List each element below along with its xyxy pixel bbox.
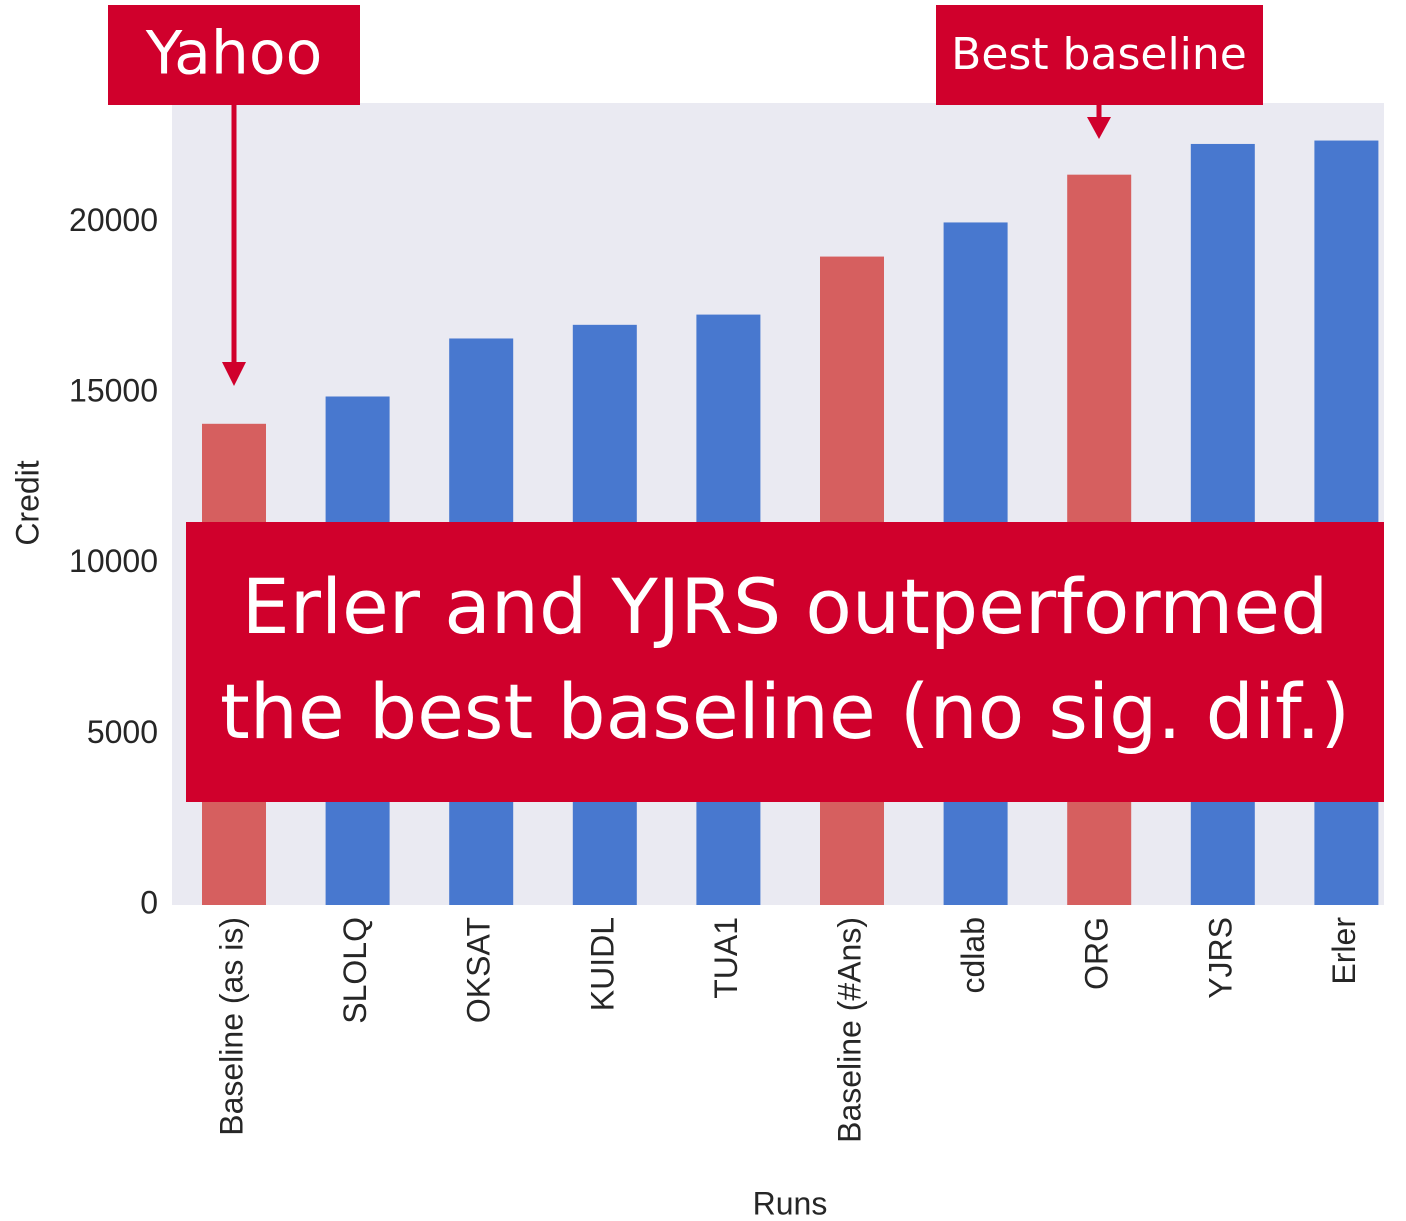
x-tick-label: SLOLQ	[337, 917, 373, 1024]
x-tick-label: TUA1	[708, 917, 744, 999]
annotation-text: Best baseline	[951, 29, 1247, 80]
x-tick-label: Baseline (as is)	[213, 917, 249, 1136]
annotation-box	[108, 5, 360, 105]
y-axis-label: Credit	[9, 460, 45, 545]
x-tick-label: KUIDL	[584, 917, 620, 1011]
callout: Erler and YJRS outperformed the best bas…	[186, 522, 1384, 802]
y-tick-label: 10000	[69, 543, 158, 579]
x-tick-label: ORG	[1079, 917, 1115, 990]
callout-text: the best baseline (no sig. dif.)	[220, 667, 1350, 756]
y-tick-label: 0	[140, 884, 158, 920]
x-axis-label: Runs	[753, 1185, 828, 1221]
x-tick-label: OKSAT	[461, 917, 497, 1023]
annotation-arrowhead	[222, 362, 246, 386]
y-tick-label: 15000	[69, 373, 158, 409]
annotation-box	[936, 5, 1263, 105]
callout-box	[186, 522, 1384, 802]
x-tick-label: Baseline (#Ans)	[831, 917, 867, 1143]
x-tick-label: cdlab	[955, 917, 991, 994]
y-tick-label: 20000	[69, 202, 158, 238]
y-tick-label: 5000	[87, 714, 158, 750]
annotation-text: Yahoo	[145, 19, 323, 89]
x-tick-label: YJRS	[1202, 917, 1238, 999]
callout-text: Erler and YJRS outperformed	[242, 562, 1329, 651]
annotation-arrowhead	[1087, 117, 1111, 139]
x-tick-label: Erler	[1326, 917, 1362, 985]
